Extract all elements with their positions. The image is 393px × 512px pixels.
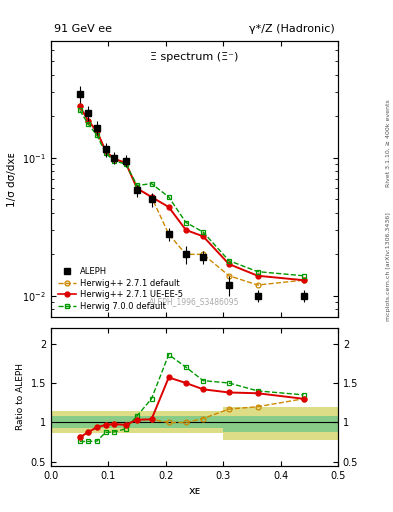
- Herwig 7.0.0 default: [86, 121, 91, 127]
- Herwig 7.0.0 default: [255, 268, 260, 274]
- Herwig++ 2.7.1 UE-EE-5: [201, 233, 206, 240]
- Herwig++ 2.7.1 UE-EE-5: [149, 194, 154, 200]
- Herwig++ 2.7.1 UE-EE-5: [255, 273, 260, 279]
- Herwig++ 2.7.1 default: [149, 194, 154, 200]
- Herwig++ 2.7.1 UE-EE-5: [123, 160, 128, 166]
- Herwig++ 2.7.1 default: [201, 251, 206, 258]
- Text: ALEPH_1996_S3486095: ALEPH_1996_S3486095: [149, 297, 240, 306]
- Herwig 7.0.0 default: [184, 220, 188, 226]
- Herwig++ 2.7.1 default: [95, 129, 99, 135]
- Herwig++ 2.7.1 UE-EE-5: [166, 204, 171, 210]
- Herwig 7.0.0 default: [227, 258, 231, 264]
- Herwig 7.0.0 default: [201, 229, 206, 235]
- Herwig++ 2.7.1 default: [227, 273, 231, 279]
- Herwig++ 2.7.1 default: [166, 231, 171, 237]
- Line: Herwig++ 2.7.1 UE-EE-5: Herwig++ 2.7.1 UE-EE-5: [77, 104, 306, 283]
- Herwig 7.0.0 default: [77, 108, 82, 114]
- Herwig++ 2.7.1 UE-EE-5: [135, 185, 140, 191]
- Herwig++ 2.7.1 default: [77, 103, 82, 110]
- Herwig++ 2.7.1 UE-EE-5: [95, 129, 99, 135]
- Herwig++ 2.7.1 UE-EE-5: [103, 148, 108, 154]
- X-axis label: xᴇ: xᴇ: [189, 486, 200, 496]
- Text: Rivet 3.1.10, ≥ 400k events: Rivet 3.1.10, ≥ 400k events: [386, 99, 391, 187]
- Herwig++ 2.7.1 default: [103, 148, 108, 154]
- Herwig++ 2.7.1 UE-EE-5: [86, 118, 91, 124]
- Herwig 7.0.0 default: [95, 133, 99, 139]
- Line: Herwig++ 2.7.1 default: Herwig++ 2.7.1 default: [77, 104, 306, 287]
- Herwig++ 2.7.1 UE-EE-5: [112, 156, 117, 162]
- Text: 91 GeV ee: 91 GeV ee: [54, 24, 112, 34]
- Line: Herwig 7.0.0 default: Herwig 7.0.0 default: [77, 108, 306, 278]
- Herwig++ 2.7.1 default: [112, 156, 117, 162]
- Text: γ*/Z (Hadronic): γ*/Z (Hadronic): [250, 24, 335, 34]
- Herwig++ 2.7.1 default: [301, 277, 306, 283]
- Herwig++ 2.7.1 default: [184, 251, 188, 258]
- Y-axis label: Ratio to ALEPH: Ratio to ALEPH: [16, 364, 25, 430]
- Text: mcplots.cern.ch [arXiv:1306.3436]: mcplots.cern.ch [arXiv:1306.3436]: [386, 212, 391, 321]
- Y-axis label: 1/σ dσ/dxᴇ: 1/σ dσ/dxᴇ: [7, 152, 17, 206]
- Herwig++ 2.7.1 UE-EE-5: [77, 103, 82, 110]
- Herwig 7.0.0 default: [112, 158, 117, 164]
- Herwig++ 2.7.1 default: [86, 118, 91, 124]
- Herwig 7.0.0 default: [149, 181, 154, 187]
- Herwig++ 2.7.1 default: [123, 160, 128, 166]
- Herwig++ 2.7.1 UE-EE-5: [184, 227, 188, 233]
- Herwig 7.0.0 default: [123, 161, 128, 167]
- Herwig 7.0.0 default: [135, 182, 140, 188]
- Herwig++ 2.7.1 default: [135, 185, 140, 191]
- Herwig 7.0.0 default: [103, 150, 108, 156]
- Text: Ξ spectrum (Ξ⁻): Ξ spectrum (Ξ⁻): [151, 52, 239, 62]
- Herwig++ 2.7.1 UE-EE-5: [227, 261, 231, 267]
- Herwig 7.0.0 default: [166, 194, 171, 200]
- Legend: ALEPH, Herwig++ 2.7.1 default, Herwig++ 2.7.1 UE-EE-5, Herwig 7.0.0 default: ALEPH, Herwig++ 2.7.1 default, Herwig++ …: [55, 265, 186, 313]
- Herwig 7.0.0 default: [301, 273, 306, 279]
- Herwig++ 2.7.1 UE-EE-5: [301, 277, 306, 283]
- Herwig++ 2.7.1 default: [255, 282, 260, 288]
